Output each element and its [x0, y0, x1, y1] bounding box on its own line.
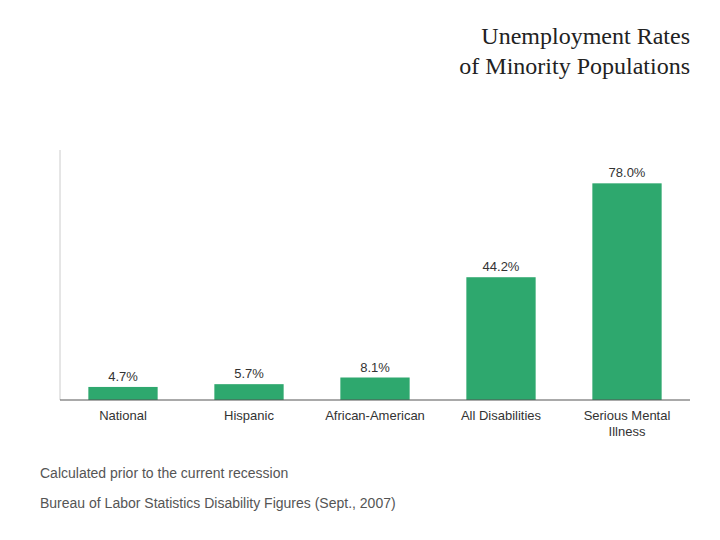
- bars: [88, 183, 661, 400]
- chart-container: Unemployment Rates of Minority Population…: [0, 0, 720, 540]
- data-label: 78.0%: [609, 165, 646, 180]
- x-tick-label-line: Illness: [609, 424, 646, 439]
- title-line: Unemployment Rates: [481, 23, 690, 49]
- chart: Unemployment Rates of Minority Population…: [0, 0, 720, 540]
- data-label: 8.1%: [360, 360, 390, 375]
- x-tick-label-line: African-American: [325, 408, 425, 423]
- x-tick-label: Serious MentalIllness: [584, 408, 671, 439]
- x-tick-label: African-American: [325, 408, 425, 423]
- title: Unemployment Rates of Minority Population…: [459, 23, 690, 79]
- x-tick-label: National: [99, 408, 147, 423]
- x-axis-line: [60, 400, 690, 401]
- x-tick-label-line: Serious Mental: [584, 408, 671, 423]
- bar: [88, 387, 157, 400]
- x-tick-label-line: National: [99, 408, 147, 423]
- bar: [340, 378, 409, 401]
- data-label: 5.7%: [234, 366, 264, 381]
- data-label: 4.7%: [108, 369, 138, 384]
- title-line: of Minority Populations: [459, 53, 690, 79]
- bar: [592, 183, 661, 400]
- background: [0, 0, 720, 540]
- footnote: Bureau of Labor Statistics Disability Fi…: [40, 495, 396, 511]
- y-axis-line: [60, 150, 61, 400]
- footnote: Calculated prior to the current recessio…: [40, 465, 288, 481]
- x-tick-label: All Disabilities: [461, 408, 542, 423]
- data-label: 44.2%: [483, 259, 520, 274]
- x-tick-label-line: All Disabilities: [461, 408, 542, 423]
- x-tick-label-line: Hispanic: [224, 408, 274, 423]
- bar: [214, 384, 283, 400]
- bar: [466, 277, 535, 400]
- x-tick-label: Hispanic: [224, 408, 274, 423]
